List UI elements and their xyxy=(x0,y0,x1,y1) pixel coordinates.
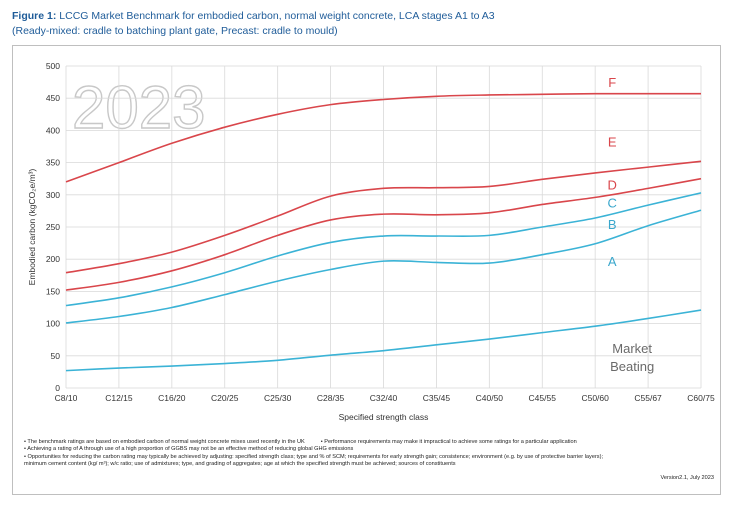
note-1b: • Performance requirements may make it i… xyxy=(320,439,577,445)
band-label-f: F xyxy=(608,75,616,90)
figure-title: Figure 1: LCCG Market Benchmark for embo… xyxy=(12,10,495,23)
x-tick-label: C32/40 xyxy=(370,393,398,403)
y-tick-label: 100 xyxy=(46,319,60,329)
figure-subtitle: (Ready-mixed: cradle to batching plant g… xyxy=(12,25,338,37)
y-tick-label: 0 xyxy=(55,383,60,393)
x-tick-label: C8/10 xyxy=(55,393,78,403)
y-tick-label: 350 xyxy=(46,158,60,168)
footnotes: • The benchmark ratings are based on emb… xyxy=(24,439,714,468)
y-tick-label: 50 xyxy=(51,351,61,361)
x-tick-label: C60/75 xyxy=(687,393,715,403)
y-tick-label: 500 xyxy=(46,61,60,71)
band-label-c: C xyxy=(607,196,616,211)
market-beating-label-line2: Beating xyxy=(610,359,654,374)
series-line-market-beating xyxy=(65,309,702,372)
series-line-c xyxy=(65,192,702,307)
y-tick-label: 400 xyxy=(46,125,60,135)
y-tick-label: 200 xyxy=(46,254,60,264)
watermark-year: 2023 xyxy=(72,74,205,141)
band-label-d: D xyxy=(607,177,616,192)
note-4: minimum cement content (kg/ m³); w/c rat… xyxy=(24,460,456,467)
benchmark-chart: 2023 0 50 100 150 200 250 300 350 400 450 500 C8/10 C… xyxy=(27,61,715,422)
series-line-f xyxy=(65,92,701,183)
y-tick-label: 450 xyxy=(46,93,60,103)
band-label-b: B xyxy=(608,217,617,232)
band-label-e: E xyxy=(608,134,617,149)
figure-label: Figure 1: xyxy=(12,10,57,22)
x-tick-label: C12/15 xyxy=(105,393,133,403)
x-tick-label: C28/35 xyxy=(317,393,345,403)
x-tick-label: C40/50 xyxy=(476,393,504,403)
y-axis-title: Embodied carbon (kgCO₂e/m³) xyxy=(27,168,37,285)
y-tick-label: 250 xyxy=(46,222,60,232)
note-1: • The benchmark ratings are based on emb… xyxy=(24,439,305,445)
x-tick-label: C20/25 xyxy=(211,393,239,403)
note-2: • Achieving a rating of A through use of… xyxy=(24,446,354,453)
x-axis-title: Specified strength class xyxy=(339,412,429,422)
market-beating-label-line1: Market xyxy=(612,341,652,356)
band-label-a: A xyxy=(608,254,617,269)
x-tick-label: C50/60 xyxy=(581,393,609,403)
series-line-d xyxy=(65,177,702,291)
version-label: Version2.1, July 2023 xyxy=(660,475,715,481)
x-tick-label: C25/30 xyxy=(264,393,292,403)
x-tick-label: C45/55 xyxy=(529,393,557,403)
note-3: • Opportunities for reducing the carbon … xyxy=(24,453,604,460)
y-tick-label: 150 xyxy=(46,286,60,296)
note-row-1: • The benchmark ratings are based on emb… xyxy=(24,439,714,446)
x-tick-label: C16/20 xyxy=(158,393,186,403)
x-tick-label: C35/45 xyxy=(423,393,451,403)
series-line-b xyxy=(65,209,702,324)
figure-title-text: LCCG Market Benchmark for embodied carbo… xyxy=(59,10,495,22)
x-tick-label: C55/67 xyxy=(634,393,662,403)
y-tick-label: 300 xyxy=(46,190,60,200)
chart-panel: 2023 0 50 100 150 200 250 300 350 400 450 500 C8/10 C… xyxy=(12,45,721,495)
series-line-e xyxy=(65,160,702,274)
